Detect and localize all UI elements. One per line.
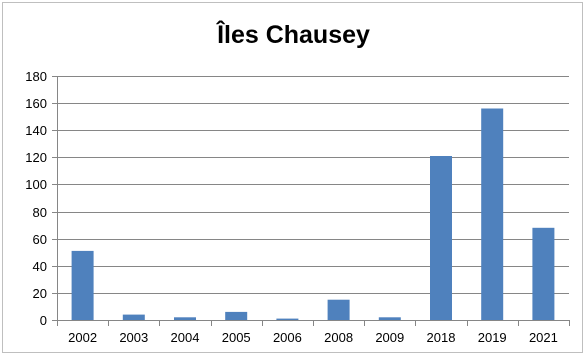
bar-2005 [225,311,248,320]
x-axis-ticks: 2002 2003 2004 2005 2006 2008 2009 2018 2019 2021 [57,320,570,345]
x-tick-label: 2002 [68,330,97,345]
y-tick-label: 0 [40,313,47,328]
bar-2019 [481,108,504,320]
x-tick-label: 2021 [529,330,558,345]
bar-2004 [174,317,196,320]
bar-2008 [327,299,350,320]
y-axis-ticks: 0 20 40 60 80 100 120 140 160 180 [25,69,57,328]
bar-2018 [430,156,452,320]
x-tick-label: 2018 [427,330,456,345]
x-tick-label: 2008 [324,330,353,345]
bar-2021 [532,227,555,320]
x-tick-label: 2003 [119,330,148,345]
y-tick-label: 60 [33,232,47,247]
y-tick-label: 180 [25,69,47,84]
x-tick-label: 2019 [478,330,507,345]
bar-2009 [378,317,401,320]
bars [71,108,555,320]
y-tick-label: 40 [33,259,47,274]
x-tick-label: 2004 [171,330,200,345]
bar-2003 [122,314,145,320]
y-tick-label: 20 [33,286,47,301]
bar-2002 [71,250,94,320]
y-tick-label: 80 [33,205,47,220]
y-tick-label: 160 [25,96,47,111]
y-tick-label: 120 [25,150,47,165]
bar-2006 [276,318,299,320]
y-tick-label: 100 [25,177,47,192]
x-tick-label: 2006 [273,330,302,345]
x-tick-label: 2009 [375,330,404,345]
x-tick-label: 2005 [222,330,251,345]
chart-title: Îles Chausey [217,21,370,49]
y-tick-label: 140 [25,123,47,138]
